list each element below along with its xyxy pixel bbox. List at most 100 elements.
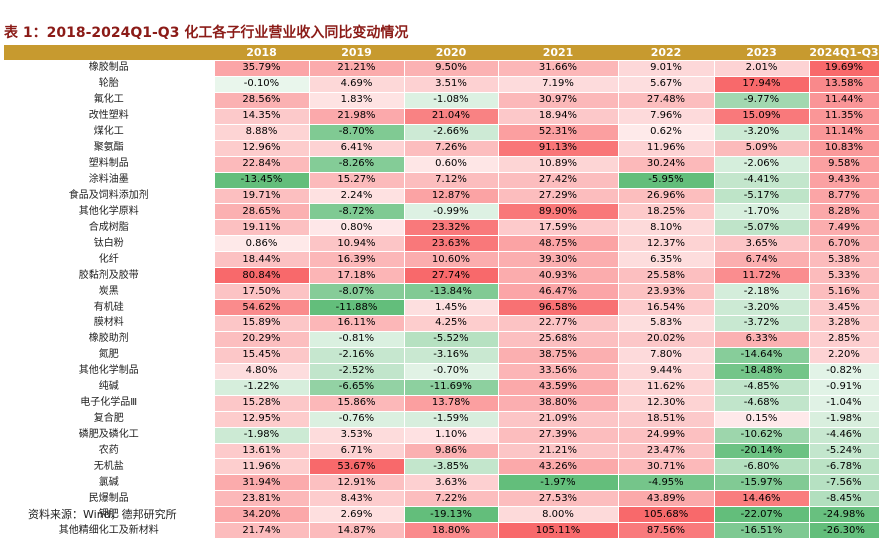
growth-cell: 23.63% [404,236,498,252]
growth-cell: 16.11% [309,316,404,332]
growth-cell: 52.31% [498,124,618,140]
growth-cell: 2.24% [309,188,404,204]
growth-cell: 10.83% [809,140,879,156]
growth-cell: 16.54% [618,300,714,316]
growth-cell: 48.75% [498,236,618,252]
industry-name: 其他化学制品 [4,363,214,379]
growth-cell: -8.70% [309,124,404,140]
growth-cell: 9.43% [809,172,879,188]
industry-name: 涂料油墨 [4,172,214,188]
growth-cell: -3.20% [714,124,809,140]
growth-cell: 105.68% [618,507,714,523]
growth-cell: 27.48% [618,92,714,108]
industry-name: 其他精细化工及新材料 [4,523,214,538]
growth-cell: -1.98% [809,411,879,427]
growth-cell: -0.81% [309,331,404,347]
growth-cell: 9.86% [404,443,498,459]
growth-cell: 14.35% [214,108,309,124]
growth-cell: 7.12% [404,172,498,188]
industry-name: 复合肥 [4,411,214,427]
growth-cell: 3.28% [809,316,879,332]
growth-cell: 96.58% [498,300,618,316]
industry-name: 改性塑料 [4,108,214,124]
growth-cell: -1.22% [214,379,309,395]
growth-cell: 9.44% [618,363,714,379]
growth-cell: 2.85% [809,331,879,347]
growth-cell: -3.16% [404,347,498,363]
industry-name: 膜材料 [4,316,214,332]
growth-cell: 14.46% [714,491,809,507]
industry-name: 磷肥及磷化工 [4,427,214,443]
growth-cell: -20.14% [714,443,809,459]
growth-cell: 18.51% [618,411,714,427]
industry-name: 合成树脂 [4,220,214,236]
growth-cell: -9.77% [714,92,809,108]
header-2020: 2020 [404,46,498,61]
growth-cell: 6.33% [714,331,809,347]
report-page: 表 1：2018-2024Q1-Q3 化工各子行业营业收入同比变动情况 2018… [0,0,881,522]
growth-cell: 34.20% [214,507,309,523]
growth-cell: 19.71% [214,188,309,204]
growth-cell: 3.51% [404,76,498,92]
growth-cell: 21.04% [404,108,498,124]
growth-cell: -18.48% [714,363,809,379]
growth-cell: 7.19% [498,76,618,92]
industry-name: 纯碱 [4,379,214,395]
growth-cell: 5.67% [618,76,714,92]
growth-cell: -6.78% [809,459,879,475]
growth-cell: 6.74% [714,252,809,268]
industry-name: 氮肥 [4,347,214,363]
growth-cell: 9.01% [618,61,714,77]
industry-name: 煤化工 [4,124,214,140]
growth-cell: 6.35% [618,252,714,268]
growth-cell: -4.95% [618,475,714,491]
growth-cell: 13.61% [214,443,309,459]
industry-name: 电子化学品Ⅲ [4,395,214,411]
growth-cell: -2.06% [714,156,809,172]
growth-cell: 18.25% [618,204,714,220]
header-2023: 2023 [714,46,809,61]
growth-cell: 3.53% [309,427,404,443]
table-row: 磷肥及磷化工-1.98%3.53%1.10%27.39%24.99%-10.62… [4,427,879,443]
industry-name: 其他化学原料 [4,204,214,220]
industry-name: 炭黑 [4,284,214,300]
growth-cell: -2.16% [309,347,404,363]
industry-name: 化纤 [4,252,214,268]
growth-cell: 8.77% [809,188,879,204]
growth-cell: 38.80% [498,395,618,411]
growth-cell: -13.45% [214,172,309,188]
growth-cell: -5.52% [404,331,498,347]
growth-cell: 19.11% [214,220,309,236]
industry-name: 轮胎 [4,76,214,92]
growth-cell: 15.27% [309,172,404,188]
industry-name: 塑料制品 [4,156,214,172]
growth-cell: 23.32% [404,220,498,236]
growth-cell: -0.91% [809,379,879,395]
growth-cell: 15.09% [714,108,809,124]
growth-cell: 35.79% [214,61,309,77]
industry-name: 氟化工 [4,92,214,108]
growth-cell: 27.74% [404,268,498,284]
growth-cell: 6.70% [809,236,879,252]
growth-cell: 105.11% [498,523,618,538]
growth-cell: 46.47% [498,284,618,300]
growth-cell: 27.29% [498,188,618,204]
industry-name: 民爆制品 [4,491,214,507]
growth-cell: 23.47% [618,443,714,459]
growth-cell: 43.59% [498,379,618,395]
growth-cell: -11.88% [309,300,404,316]
industry-name: 有机硅 [4,300,214,316]
header-2022: 2022 [618,46,714,61]
growth-cell: 19.69% [809,61,879,77]
growth-cell: 5.16% [809,284,879,300]
growth-cell: 17.18% [309,268,404,284]
growth-cell: -7.56% [809,475,879,491]
